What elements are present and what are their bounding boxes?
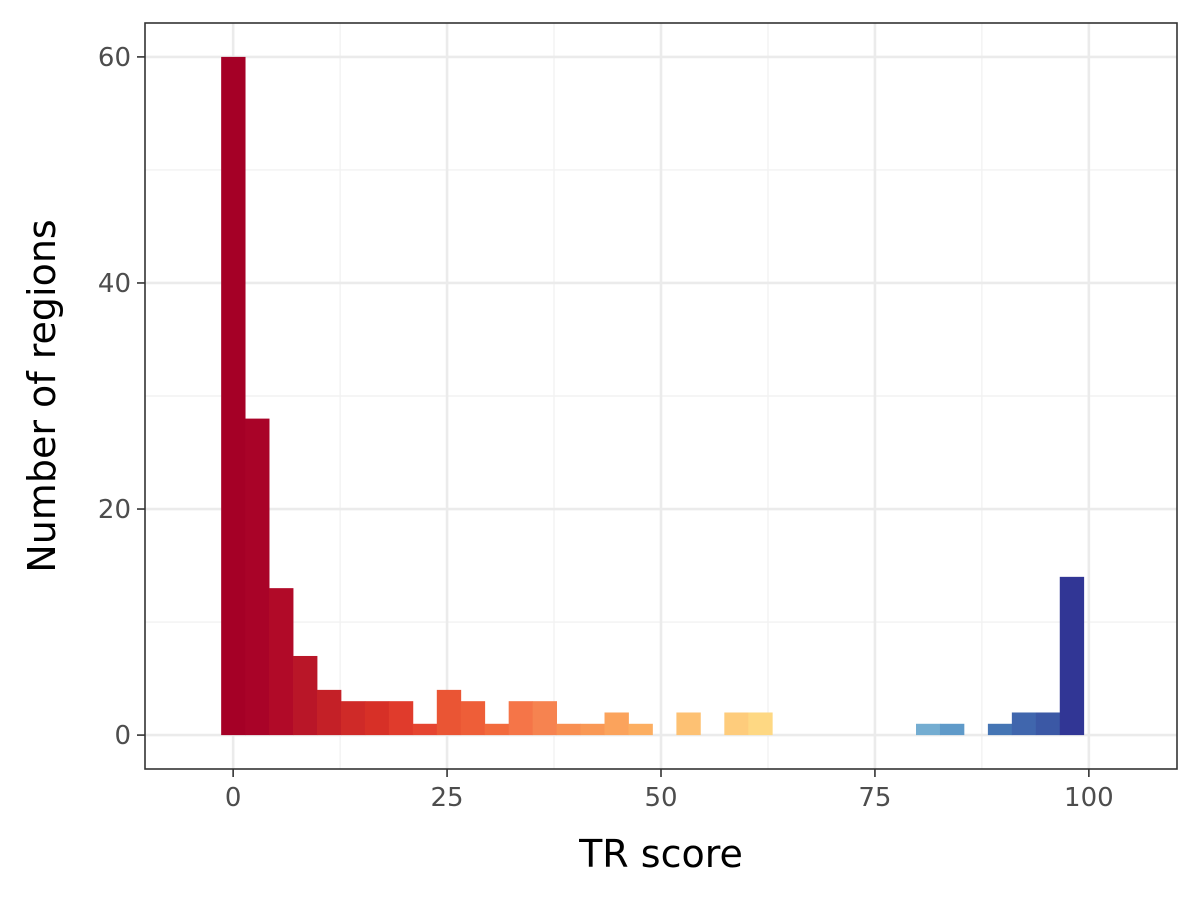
x-tick-label: 100 bbox=[1064, 783, 1114, 813]
histogram-bar bbox=[556, 723, 581, 736]
x-tick-label: 25 bbox=[431, 783, 464, 813]
histogram-bar bbox=[508, 701, 534, 736]
histogram-bar bbox=[317, 689, 342, 736]
histogram-bar bbox=[676, 712, 701, 736]
x-axis-title: TR score bbox=[578, 832, 743, 876]
histogram-bar bbox=[364, 701, 390, 736]
x-axis-ticks: 0 25 50 75 100 bbox=[225, 769, 1114, 813]
histogram-bar bbox=[724, 712, 749, 736]
y-axis-ticks: 0 20 40 60 bbox=[98, 43, 145, 751]
histogram-bar bbox=[412, 723, 438, 736]
histogram-bar bbox=[532, 701, 558, 736]
histogram-bar bbox=[460, 701, 486, 736]
x-tick-label: 50 bbox=[644, 783, 677, 813]
histogram-bar bbox=[580, 723, 605, 736]
histogram-bar bbox=[604, 712, 629, 736]
histogram-bar bbox=[748, 712, 773, 736]
histogram-bar bbox=[221, 56, 246, 736]
histogram-bar bbox=[388, 701, 414, 736]
histogram-bar bbox=[1011, 712, 1037, 736]
y-tick-label: 40 bbox=[98, 269, 131, 299]
y-tick-label: 0 bbox=[114, 721, 131, 751]
histogram-bar bbox=[436, 689, 462, 736]
x-tick-label: 75 bbox=[858, 783, 891, 813]
histogram-bar bbox=[484, 723, 510, 736]
y-tick-label: 60 bbox=[98, 43, 131, 73]
histogram-bar bbox=[987, 723, 1013, 736]
histogram-bar bbox=[939, 723, 965, 736]
histogram-bar bbox=[916, 723, 941, 736]
y-tick-label: 20 bbox=[98, 495, 131, 525]
y-axis-title: Number of regions bbox=[20, 219, 64, 572]
x-tick-label: 0 bbox=[225, 783, 242, 813]
histogram-bar bbox=[245, 418, 270, 736]
histogram-bar bbox=[1035, 712, 1061, 736]
histogram-bar bbox=[340, 701, 366, 736]
histogram-bar bbox=[293, 655, 318, 736]
histogram-bar bbox=[269, 588, 294, 736]
histogram-bar bbox=[628, 723, 653, 736]
histogram-bars bbox=[221, 56, 1085, 736]
histogram-bar bbox=[1059, 576, 1085, 736]
